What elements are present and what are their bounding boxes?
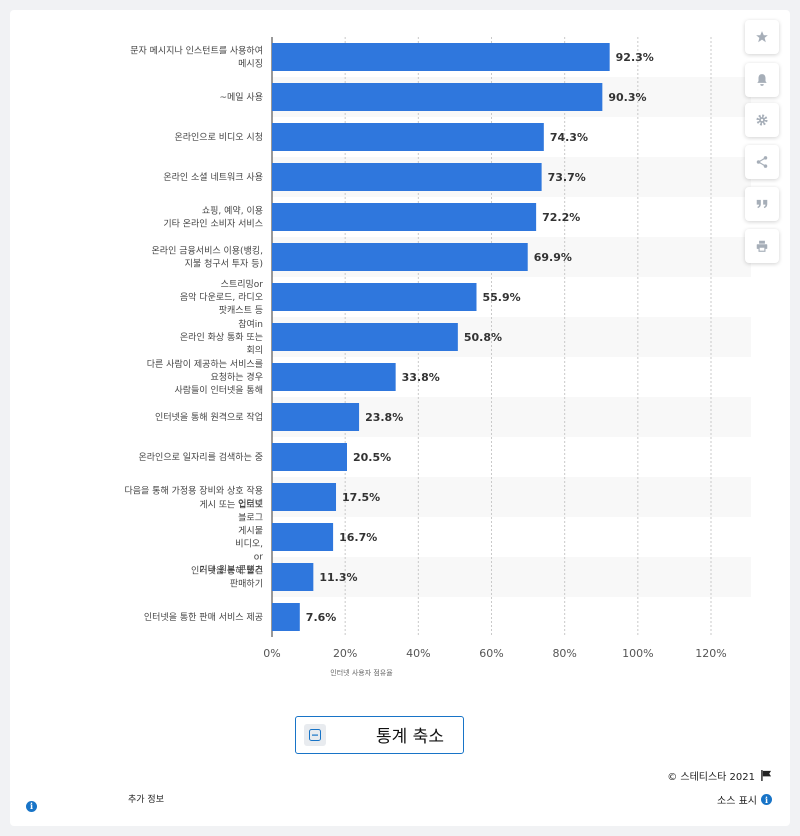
- category-label: 인터넷을 통해 원격으로 작업: [155, 411, 263, 423]
- data-label: 72.2%: [542, 211, 580, 224]
- extra-info-link[interactable]: 추가 정보: [128, 795, 164, 805]
- data-label: 90.3%: [608, 91, 646, 104]
- bar: [272, 483, 337, 511]
- gear-icon: [756, 114, 768, 126]
- data-label: 73.7%: [548, 171, 586, 184]
- category-label: 참여in 온라인 화상 통화 또는 회의: [180, 318, 263, 356]
- category-label: ~메일 사용: [219, 92, 263, 103]
- share-button[interactable]: [745, 145, 779, 179]
- x-tick-label: 20%: [333, 647, 357, 660]
- minus-icon: [304, 724, 326, 746]
- x-tick-label: 60%: [479, 647, 503, 660]
- quote-icon: [756, 199, 768, 209]
- bell-icon: [757, 74, 767, 86]
- bar: [272, 203, 537, 231]
- notification-button[interactable]: [745, 63, 779, 97]
- bar: [272, 323, 458, 351]
- info-button[interactable]: i: [26, 794, 37, 813]
- bar: [272, 43, 610, 71]
- category-label: 다른 사람이 제공하는 서비스를 요청하는 경우 사람들이 인터넷을 통해: [147, 358, 263, 396]
- collapse-statistic-button[interactable]: 통계 축소: [295, 716, 464, 754]
- bar: [272, 283, 477, 311]
- bar: [272, 523, 334, 551]
- category-label: 온라인 금융서비스 이용(뱅킹, 지불 청구서 투자 등): [152, 245, 263, 270]
- data-label: 23.8%: [365, 411, 403, 424]
- category-label: 온라인 소셜 네트워크 사용: [163, 172, 263, 183]
- x-tick-label: 40%: [406, 647, 430, 660]
- share-icon: [756, 156, 768, 168]
- x-axis-title: 인터넷 사용자 점유율: [330, 668, 393, 677]
- show-source-label: 소스 표시: [717, 796, 757, 807]
- data-label: 74.3%: [550, 131, 588, 144]
- data-label: 17.5%: [342, 491, 380, 504]
- print-icon: [756, 240, 768, 252]
- bar: [272, 443, 347, 471]
- flag-icon[interactable]: [761, 770, 772, 781]
- favorite-button[interactable]: [745, 20, 779, 54]
- row-band: [272, 477, 751, 517]
- bar: [272, 563, 314, 591]
- bar: [272, 123, 544, 151]
- category-label: 다음을 통해 가정용 장비와 상호 작용 인터넷: [124, 485, 263, 510]
- x-tick-label: 120%: [695, 647, 726, 660]
- print-button[interactable]: [745, 229, 779, 263]
- cite-button[interactable]: [745, 187, 779, 221]
- copyright-text: © 스테티스타 2021: [667, 772, 755, 783]
- bar: [272, 363, 396, 391]
- data-label: 50.8%: [464, 331, 502, 344]
- star-icon: [756, 31, 768, 43]
- x-tick-label: 80%: [552, 647, 576, 660]
- bar: [272, 83, 603, 111]
- data-label: 7.6%: [306, 611, 337, 624]
- data-label: 16.7%: [339, 531, 377, 544]
- row-band: [272, 557, 751, 597]
- data-label: 69.9%: [534, 251, 572, 264]
- copyright: © 스테티스타 2021: [667, 768, 772, 783]
- bar: [272, 243, 528, 271]
- category-label: 인터넷을 통한 판매 서비스 제공: [144, 612, 263, 623]
- category-label: 온라인으로 일자리를 검색하는 중: [138, 451, 263, 463]
- bar: [272, 603, 300, 631]
- info-icon: i: [26, 800, 37, 812]
- data-label: 92.3%: [616, 51, 654, 64]
- collapse-label: 통계 축소: [376, 727, 444, 747]
- category-label: 문자 메시지나 인스턴트를 사용하여 메시징: [130, 45, 263, 70]
- category-label: 온라인으로 비디오 시청: [174, 132, 263, 143]
- data-label: 11.3%: [319, 571, 357, 584]
- bar: [272, 163, 542, 191]
- data-label: 55.9%: [483, 291, 521, 304]
- settings-button[interactable]: [745, 103, 779, 137]
- category-label: 게시 또는 업로드 블로그 게시물 비디오, or 기타 원본 콘텐츠: [199, 500, 263, 576]
- data-label: 33.8%: [402, 371, 440, 384]
- category-label: 인터넷을 통해 물건 판매하기: [191, 566, 263, 590]
- info-icon: i: [761, 794, 772, 805]
- x-tick-label: 0%: [263, 647, 280, 660]
- x-tick-label: 100%: [622, 647, 653, 660]
- bar: [272, 403, 360, 431]
- data-label: 20.5%: [353, 451, 391, 464]
- category-label: 쇼핑, 예약, 이용 기타 온라인 소비자 서비스: [163, 205, 263, 230]
- category-label: 스트리밍or 음악 다운로드, 라디오 팟캐스트 등: [180, 279, 263, 316]
- show-source-link[interactable]: 소스 표시 i: [717, 792, 772, 807]
